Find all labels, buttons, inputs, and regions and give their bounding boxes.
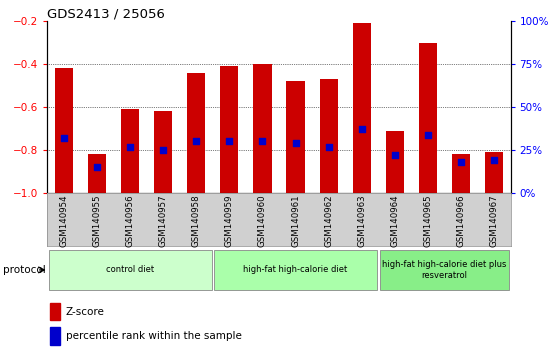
Bar <box>379 250 509 290</box>
Text: GSM140958: GSM140958 <box>192 195 201 247</box>
Text: GSM140956: GSM140956 <box>126 195 134 247</box>
Text: GSM140967: GSM140967 <box>489 195 498 247</box>
Text: GSM140962: GSM140962 <box>324 195 333 247</box>
Bar <box>320 79 338 193</box>
Text: GDS2413 / 25056: GDS2413 / 25056 <box>47 7 165 20</box>
Bar <box>49 250 211 290</box>
Bar <box>452 154 470 193</box>
Text: GSM140954: GSM140954 <box>60 195 69 247</box>
Point <box>291 140 300 146</box>
Text: GSM140964: GSM140964 <box>390 195 400 247</box>
Point <box>60 135 69 141</box>
Point <box>489 158 498 163</box>
Bar <box>220 66 238 193</box>
Text: GSM140960: GSM140960 <box>258 195 267 247</box>
Point <box>225 138 234 144</box>
Text: GSM140955: GSM140955 <box>93 195 102 247</box>
Text: GSM140966: GSM140966 <box>456 195 465 247</box>
Point <box>126 144 134 149</box>
Text: GSM140965: GSM140965 <box>424 195 432 247</box>
Bar <box>50 327 60 345</box>
Bar <box>50 303 60 320</box>
Point <box>258 138 267 144</box>
Text: GSM140963: GSM140963 <box>357 195 366 247</box>
Bar <box>386 131 404 193</box>
Bar <box>286 81 305 193</box>
Point <box>158 147 167 153</box>
Text: GSM140959: GSM140959 <box>225 195 234 247</box>
Text: high-fat high-calorie diet plus
resveratrol: high-fat high-calorie diet plus resverat… <box>382 260 507 280</box>
Point <box>424 132 432 137</box>
Point <box>324 144 333 149</box>
Text: GSM140957: GSM140957 <box>158 195 168 247</box>
Text: GSM140961: GSM140961 <box>291 195 300 247</box>
Bar <box>214 250 377 290</box>
Bar <box>187 73 205 193</box>
Point <box>192 138 201 144</box>
Text: Z-score: Z-score <box>66 307 105 316</box>
Bar <box>418 43 437 193</box>
Bar <box>253 64 272 193</box>
Bar <box>485 152 503 193</box>
Bar <box>353 23 371 193</box>
Text: protocol: protocol <box>3 265 46 275</box>
Text: high-fat high-calorie diet: high-fat high-calorie diet <box>243 266 348 274</box>
Bar <box>88 154 106 193</box>
Point <box>390 152 399 158</box>
Bar <box>154 112 172 193</box>
Bar <box>121 109 140 193</box>
Text: control diet: control diet <box>106 266 154 274</box>
Text: percentile rank within the sample: percentile rank within the sample <box>66 331 242 341</box>
Point <box>357 127 366 132</box>
Bar <box>55 68 73 193</box>
Point <box>93 164 102 170</box>
Point <box>456 159 465 165</box>
